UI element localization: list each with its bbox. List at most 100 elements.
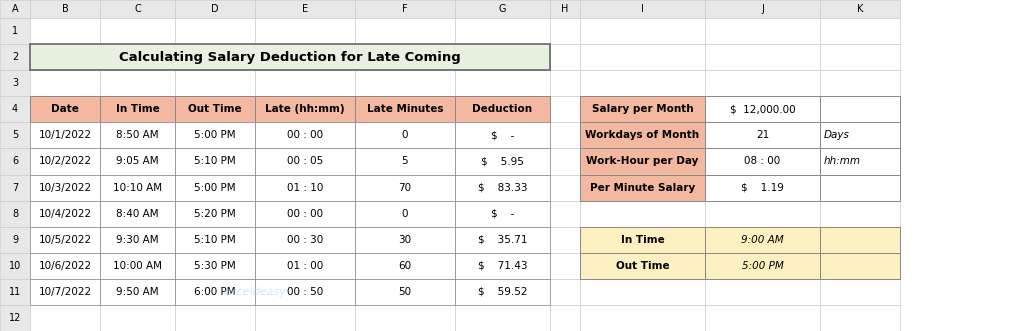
Bar — [705, 174, 820, 201]
Bar — [580, 174, 705, 201]
Bar — [550, 227, 580, 253]
Bar — [100, 279, 175, 305]
Bar — [355, 174, 455, 201]
Bar — [705, 18, 820, 44]
Bar — [455, 201, 550, 227]
Bar — [820, 305, 900, 331]
Bar — [30, 148, 100, 174]
Text: $    5.95: $ 5.95 — [481, 157, 524, 166]
Text: Out Time: Out Time — [188, 104, 242, 114]
Text: 5:10 PM: 5:10 PM — [194, 235, 236, 245]
Bar — [820, 148, 900, 174]
Bar — [580, 96, 705, 122]
Bar — [0, 122, 30, 148]
Bar — [705, 253, 820, 279]
Bar — [0, 0, 30, 18]
Text: 10/7/2022: 10/7/2022 — [38, 287, 92, 297]
Bar — [0, 18, 30, 44]
Bar — [355, 253, 455, 279]
Bar — [580, 148, 705, 174]
Bar — [550, 96, 580, 122]
Bar — [355, 122, 455, 148]
Bar — [820, 174, 900, 201]
Bar — [455, 148, 550, 174]
Bar — [255, 96, 355, 122]
Bar — [175, 148, 255, 174]
Bar — [255, 70, 355, 96]
Text: 5: 5 — [401, 157, 408, 166]
Bar — [255, 201, 355, 227]
Bar — [30, 18, 100, 44]
Text: 10/6/2022: 10/6/2022 — [38, 261, 92, 271]
Bar — [580, 0, 705, 18]
Bar — [100, 70, 175, 96]
Bar — [550, 174, 580, 201]
Bar — [255, 279, 355, 305]
Bar — [175, 305, 255, 331]
Bar — [355, 174, 455, 201]
Bar — [820, 96, 900, 122]
Text: Late (hh:mm): Late (hh:mm) — [265, 104, 345, 114]
Bar — [100, 201, 175, 227]
Text: 0: 0 — [401, 209, 408, 218]
Bar — [455, 227, 550, 253]
Bar — [455, 253, 550, 279]
Bar — [255, 279, 355, 305]
Text: $    83.33: $ 83.33 — [478, 182, 528, 193]
Bar — [255, 227, 355, 253]
Text: 9:30 AM: 9:30 AM — [116, 235, 159, 245]
Bar — [30, 0, 100, 18]
Text: $    -: $ - — [490, 209, 515, 218]
Text: 10:10 AM: 10:10 AM — [113, 182, 162, 193]
Text: D: D — [211, 4, 218, 14]
Bar — [30, 227, 100, 253]
Bar — [705, 96, 820, 122]
Bar — [580, 70, 705, 96]
Text: F: F — [402, 4, 407, 14]
Bar — [255, 174, 355, 201]
Text: exceldeasy: exceldeasy — [223, 287, 286, 297]
Bar — [255, 253, 355, 279]
Bar — [355, 18, 455, 44]
Text: $    71.43: $ 71.43 — [478, 261, 528, 271]
Bar — [580, 96, 705, 122]
Bar — [580, 201, 705, 227]
Bar — [100, 305, 175, 331]
Bar — [255, 305, 355, 331]
Bar — [255, 227, 355, 253]
Bar — [355, 305, 455, 331]
Bar — [580, 148, 705, 174]
Bar — [255, 0, 355, 18]
Bar — [255, 122, 355, 148]
Text: 50: 50 — [398, 287, 411, 297]
Bar — [30, 44, 550, 70]
Text: 7: 7 — [12, 182, 18, 193]
Text: 2: 2 — [12, 52, 18, 62]
Bar — [175, 96, 255, 122]
Text: In Time: In Time — [115, 104, 160, 114]
Bar — [355, 44, 455, 70]
Bar — [0, 174, 30, 201]
Text: 21: 21 — [756, 130, 769, 140]
Bar — [705, 227, 820, 253]
Bar — [175, 0, 255, 18]
Bar — [255, 96, 355, 122]
Text: 12: 12 — [9, 313, 21, 323]
Bar — [580, 122, 705, 148]
Bar — [455, 174, 550, 201]
Text: 10/1/2022: 10/1/2022 — [38, 130, 92, 140]
Text: 00 : 30: 00 : 30 — [287, 235, 324, 245]
Bar — [0, 148, 30, 174]
Text: $    -: $ - — [490, 130, 515, 140]
Bar — [820, 148, 900, 174]
Bar — [0, 201, 30, 227]
Text: 00 : 05: 00 : 05 — [287, 157, 324, 166]
Bar — [30, 122, 100, 148]
Bar — [820, 122, 900, 148]
Bar — [550, 201, 580, 227]
Text: 30: 30 — [398, 235, 411, 245]
Text: 10: 10 — [9, 261, 21, 271]
Text: $    1.19: $ 1.19 — [741, 182, 784, 193]
Text: C: C — [134, 4, 141, 14]
Text: $  12,000.00: $ 12,000.00 — [730, 104, 796, 114]
